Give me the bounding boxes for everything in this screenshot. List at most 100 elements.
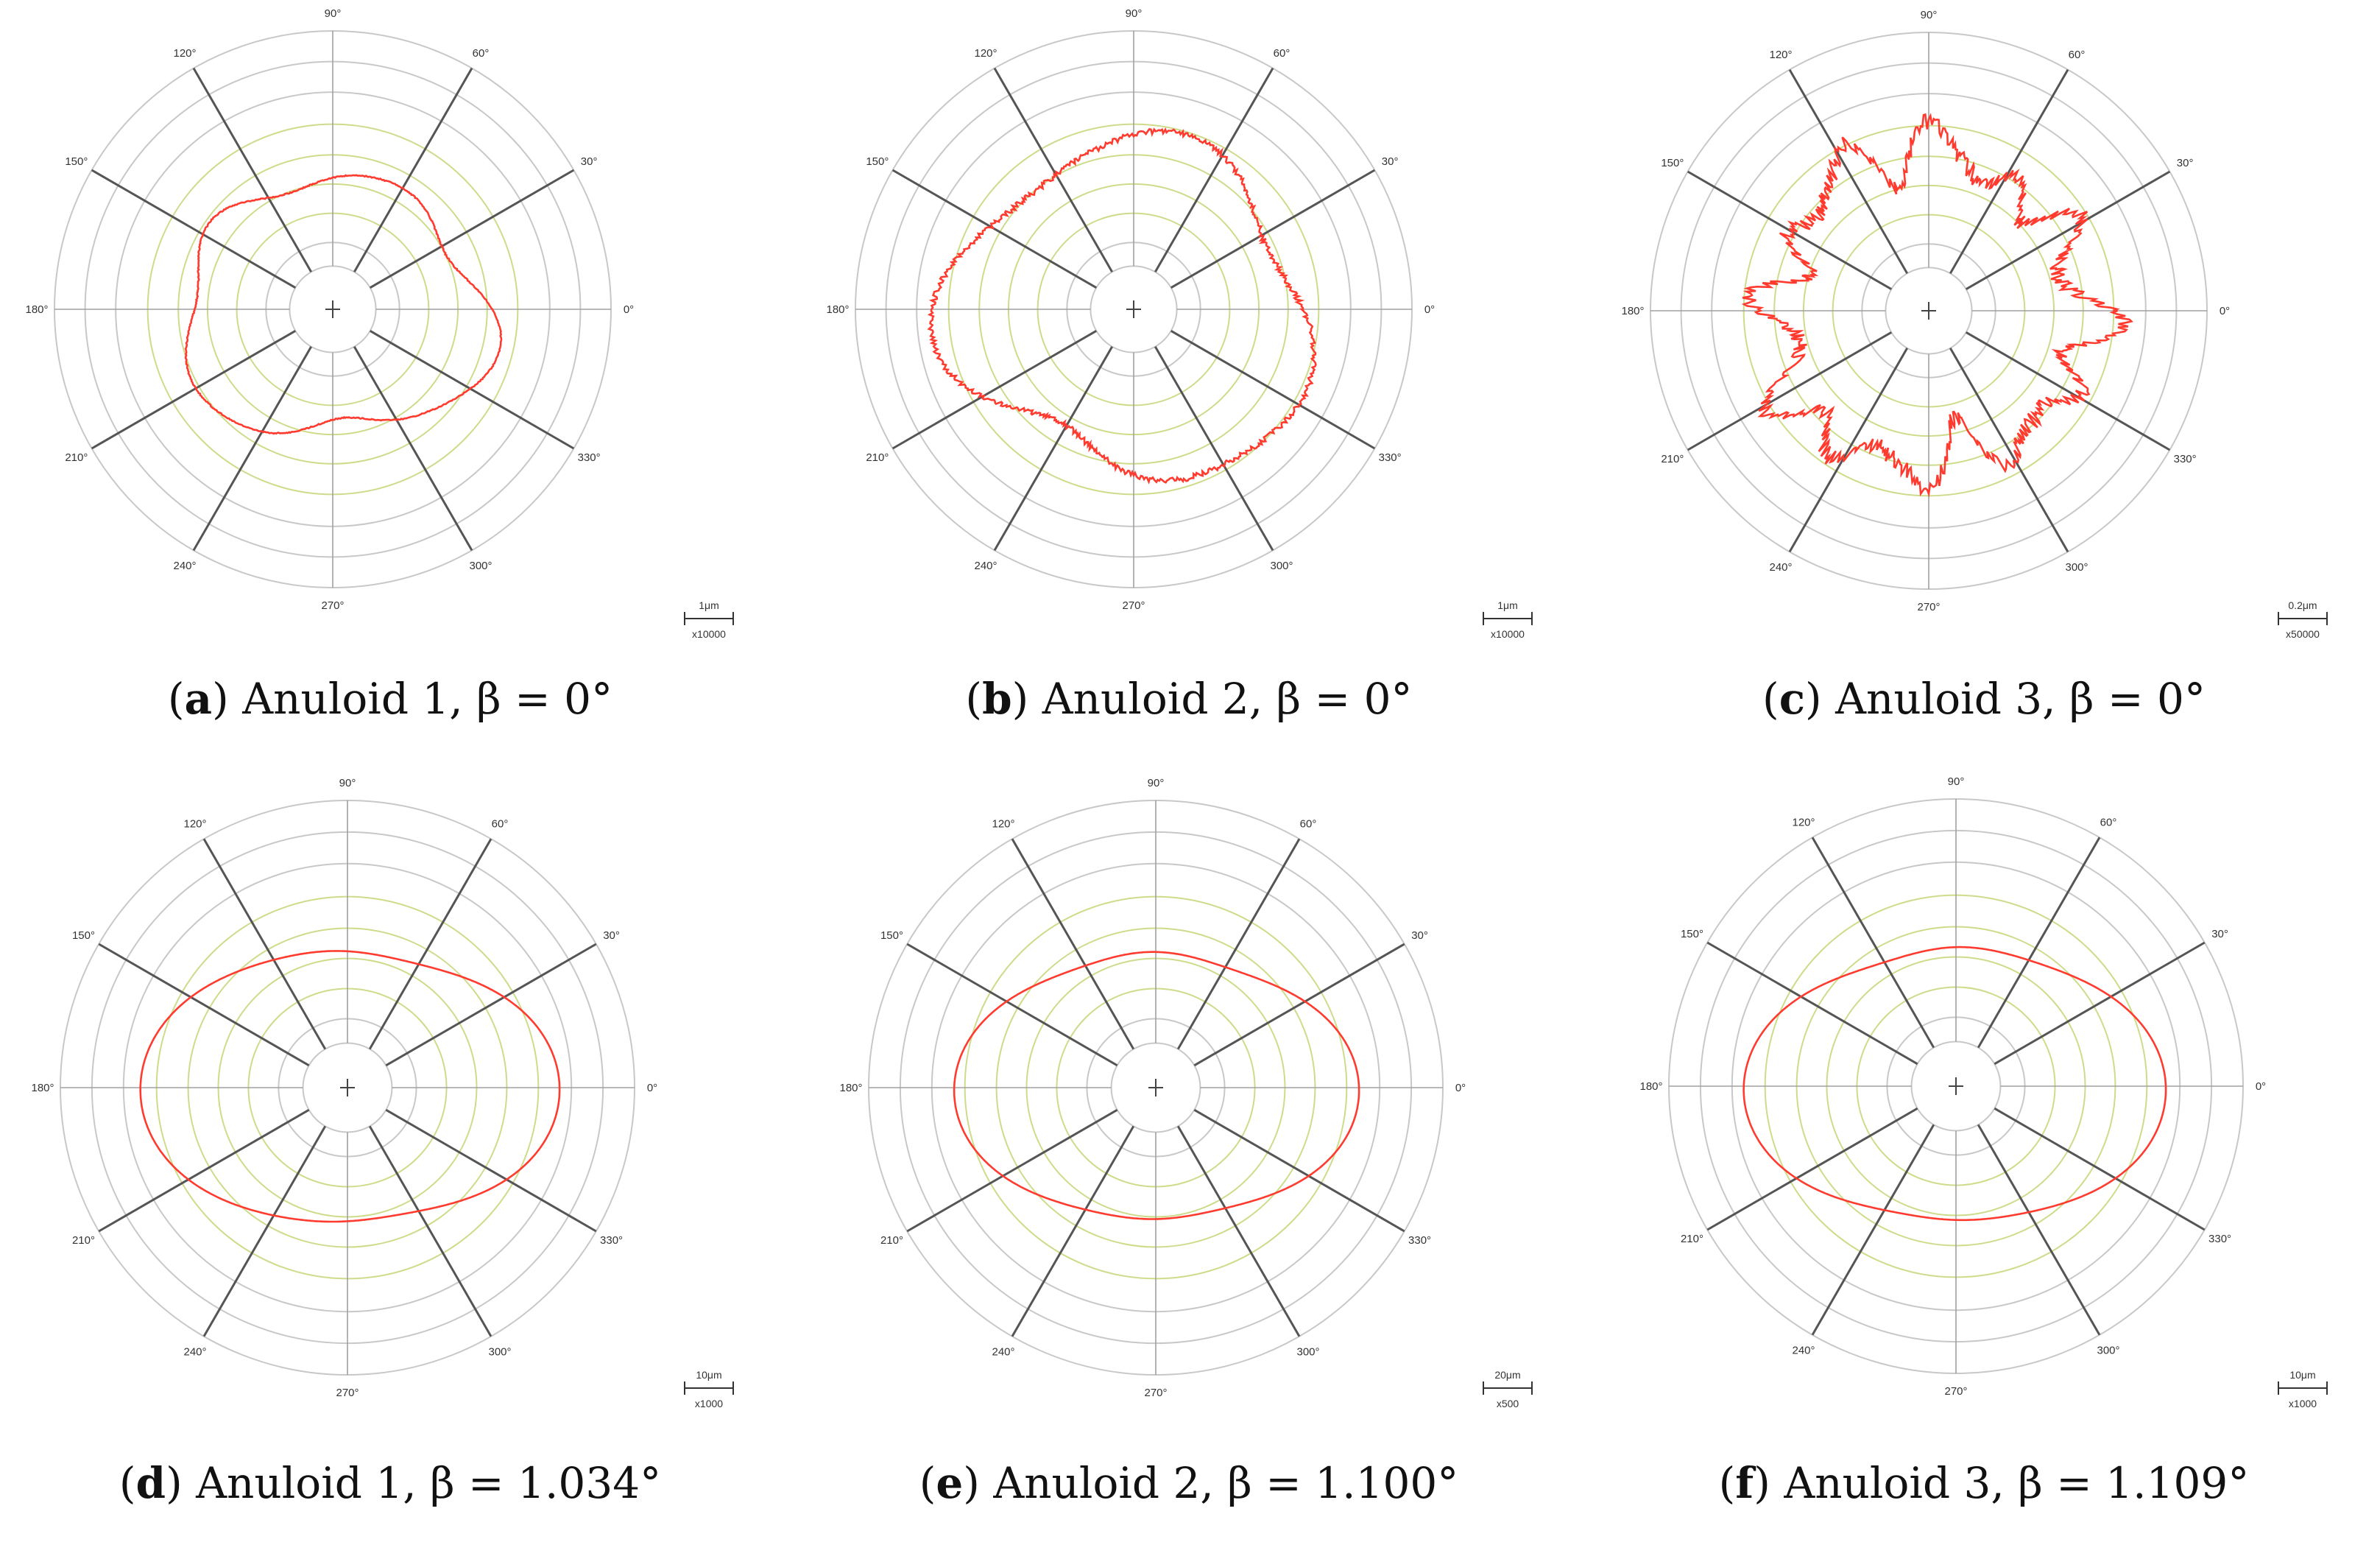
angle-label-240: 240° <box>173 560 196 572</box>
scale-magnification-label: x1000 <box>2289 1398 2317 1409</box>
spoke-30 <box>1994 941 2206 1066</box>
caption-text-d: Anuloid 1, β = 1.034° <box>196 1458 662 1508</box>
angle-label-210: 210° <box>880 1234 903 1247</box>
polar-chart-e: 0° 30° 60° 90° 120° 150° 180° 210° 240° 270° 300° 3… <box>839 777 1533 1409</box>
polar-chart-f: 0° 30° 60° 90° 120° 150° 180° 210° 240° 270° 300° 3… <box>1639 775 2328 1409</box>
spoke-120 <box>1011 838 1135 1050</box>
caption-letter-b: b <box>982 674 1012 724</box>
spoke-60 <box>1154 67 1274 273</box>
angle-label-180: 180° <box>1621 305 1644 317</box>
spoke-30 <box>369 169 575 289</box>
caption-letter-e: e <box>936 1458 964 1508</box>
roundness-profile <box>184 174 503 435</box>
angle-label-300: 300° <box>1296 1346 1319 1359</box>
spoke-30 <box>1170 169 1376 289</box>
roundness-profile <box>1741 113 2133 498</box>
angle-label-60: 60° <box>1300 817 1317 830</box>
angle-label-240: 240° <box>992 1346 1014 1359</box>
spoke-150 <box>1706 941 1918 1066</box>
caption-f: (f) Anuloid 3, β = 1.109° <box>1718 1458 2250 1508</box>
caption-letter-f: f <box>1735 1458 1754 1508</box>
spoke-210 <box>91 329 297 450</box>
angle-label-0: 0° <box>1455 1082 1466 1094</box>
scale-magnification-label: x1000 <box>695 1398 723 1409</box>
angle-label-240: 240° <box>974 560 997 572</box>
caption-letter-d: d <box>135 1458 166 1508</box>
scale-magnification-label: x10000 <box>1491 628 1525 640</box>
angle-label-210: 210° <box>72 1234 95 1247</box>
angle-label-30: 30° <box>2211 928 2228 940</box>
angle-label-240: 240° <box>1769 561 1792 574</box>
scale-length-label: 1μm <box>1497 599 1518 611</box>
spoke-330 <box>369 329 575 450</box>
spoke-120 <box>1788 68 1909 275</box>
caption-b: (b) Anuloid 2, β = 0° <box>965 674 1413 724</box>
angle-label-90: 90° <box>1148 777 1165 789</box>
scale-length-label: 10μm <box>2289 1369 2315 1381</box>
spoke-120 <box>993 67 1114 273</box>
angle-label-300: 300° <box>1270 560 1293 572</box>
roundness-profile <box>139 950 561 1223</box>
spoke-120 <box>192 67 313 273</box>
spoke-150 <box>1687 170 1893 291</box>
angle-label-150: 150° <box>72 929 95 942</box>
angle-label-270: 270° <box>1144 1387 1167 1399</box>
angle-label-0: 0° <box>624 303 634 316</box>
angle-label-330: 330° <box>1408 1234 1431 1247</box>
polar-chart-d: 0° 30° 60° 90° 120° 150° 180° 210° 240° 270° 300° 3… <box>31 777 734 1409</box>
spoke-300 <box>1176 1125 1301 1337</box>
angle-label-270: 270° <box>1944 1385 1967 1398</box>
scale-length-label: 0.2μm <box>2288 599 2317 611</box>
caption-c: (c) Anuloid 3, β = 0° <box>1762 674 2206 724</box>
angle-label-150: 150° <box>1661 157 1684 169</box>
spoke-150 <box>906 943 1118 1067</box>
angle-label-180: 180° <box>839 1082 862 1094</box>
spoke-240 <box>1011 1125 1135 1337</box>
polar-chart-b: 0° 30° 60° 90° 120° 150° 180° 210° 240° 270° 300° 3… <box>826 7 1533 640</box>
angle-label-30: 30° <box>581 155 598 168</box>
polar-panel-a: 0° 30° 60° 90° 120° 150° 180° 210° 240° 270° 300° 3… <box>0 0 780 766</box>
spoke-210 <box>1706 1107 1918 1231</box>
caption-d: (d) Anuloid 1, β = 1.034° <box>119 1458 662 1508</box>
angle-label-30: 30° <box>2177 157 2194 169</box>
roundness-profile <box>927 127 1317 485</box>
polar-panel-f: 0° 30° 60° 90° 120° 150° 180° 210° 240° 270° 300° 3… <box>1594 770 2374 1542</box>
angle-label-270: 270° <box>1917 601 1940 613</box>
angle-label-270: 270° <box>336 1387 359 1399</box>
angle-label-120: 120° <box>1769 49 1792 61</box>
angle-label-300: 300° <box>469 560 492 572</box>
scale-magnification-label: x500 <box>1497 1398 1519 1409</box>
spoke-330 <box>1170 329 1376 450</box>
angle-label-120: 120° <box>974 47 997 60</box>
spoke-210 <box>1687 331 1893 451</box>
polar-chart-a: 0° 30° 60° 90° 120° 150° 180° 210° 240° 270° 300° 3… <box>25 7 734 640</box>
roundness-profile <box>953 951 1360 1220</box>
angle-label-90: 90° <box>1921 9 1938 21</box>
polar-panel-e: 0° 30° 60° 90° 120° 150° 180° 210° 240° 270° 300° 3… <box>799 770 1579 1542</box>
angle-label-210: 210° <box>1661 453 1684 465</box>
scale-magnification-label: x10000 <box>692 628 726 640</box>
spoke-300 <box>1949 347 2069 553</box>
angle-label-0: 0° <box>2256 1080 2266 1093</box>
angle-label-330: 330° <box>2208 1233 2231 1245</box>
caption-text-f: Anuloid 3, β = 1.109° <box>1784 1458 2250 1508</box>
angle-label-90: 90° <box>1126 7 1143 20</box>
angle-label-330: 330° <box>600 1234 623 1247</box>
spoke-210 <box>891 329 1098 450</box>
angle-label-120: 120° <box>1792 816 1815 828</box>
caption-text-b: Anuloid 2, β = 0° <box>1042 674 1413 724</box>
angle-label-90: 90° <box>339 777 356 789</box>
caption-text-e: Anuloid 2, β = 1.100° <box>993 1458 1459 1508</box>
roundness-profile <box>1742 946 2167 1222</box>
angle-label-150: 150° <box>866 155 889 168</box>
angle-label-90: 90° <box>325 7 342 20</box>
spoke-150 <box>91 169 297 289</box>
caption-letter-c: c <box>1779 674 1806 724</box>
angle-label-90: 90° <box>1948 775 1965 788</box>
angle-label-120: 120° <box>992 817 1014 830</box>
caption-e: (e) Anuloid 2, β = 1.100° <box>919 1458 1459 1508</box>
scale-length-label: 20μm <box>1494 1369 1520 1381</box>
spoke-240 <box>1811 1124 1935 1336</box>
angle-label-60: 60° <box>492 817 509 830</box>
spoke-60 <box>1949 68 2069 275</box>
